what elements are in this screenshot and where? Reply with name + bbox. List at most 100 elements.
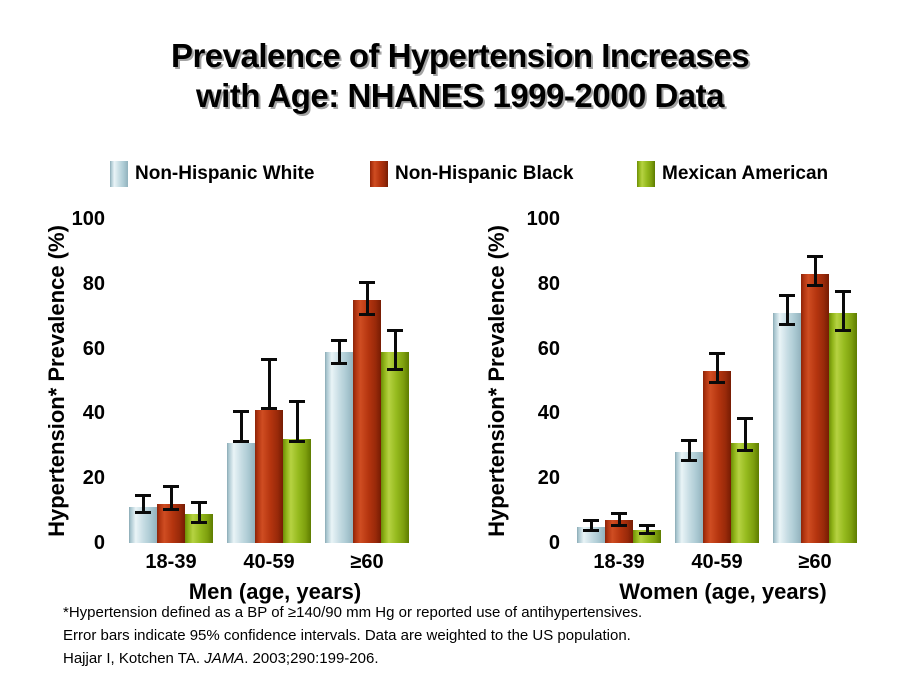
error-bar-cap-top [737,416,753,420]
bar [227,442,255,543]
error-bar-line [842,290,845,333]
x-tick-label: 40-59 [691,551,743,573]
error-bar-cap-bottom [639,531,655,535]
error-bar-cap-bottom [611,523,627,527]
error-bar-line [240,410,243,443]
footnote-citation: Hajjar I, Kotchen TA. JAMA. 2003;290:199… [63,650,379,667]
error-bar-cap-bottom [233,439,249,443]
error-bar-line [142,494,145,514]
bar [353,300,381,543]
error-bar-line [646,523,649,535]
error-bar-line [296,400,299,443]
error-bar-line [688,439,691,462]
legend-item-non-hispanic-black: Non-Hispanic Black [370,160,573,188]
error-bar-cap-top [135,494,151,498]
error-bar-cap-bottom [807,284,823,288]
bar [675,452,703,543]
error-bar-cap-bottom [331,361,347,365]
error-bar-line [744,416,747,453]
slide-title: Prevalence of Hypertension Increases wit… [0,36,920,116]
slide-title-line2: with Age: NHANES 1999-2000 Data [196,77,724,114]
error-bar-cap-bottom [709,381,725,385]
error-bar-cap-bottom [163,507,179,511]
x-tick-label: 18-39 [145,551,197,573]
error-bar-line [618,512,621,527]
error-bar-cap-bottom [737,449,753,453]
y-tick-label: 20 [82,467,105,490]
bar [829,312,857,543]
bar [325,351,353,543]
error-bar-line [170,484,173,511]
error-bar-cap-top [681,439,697,443]
error-bar-cap-top [163,484,179,488]
slide-title-line1: Prevalence of Hypertension Increases [170,37,750,74]
error-bar-cap-bottom [191,520,207,524]
error-bar-line [590,518,593,532]
error-bar-cap-top [779,293,795,297]
error-bar-cap-top [807,254,823,258]
y-tick-label: 40 [537,402,560,425]
error-bar-cap-bottom [135,510,151,514]
error-bar-cap-bottom [835,329,851,333]
error-bar-cap-bottom [779,322,795,326]
legend-label: Mexican American [662,163,829,184]
x-tick-label: ≥60 [798,551,832,573]
y-tick-label: 80 [537,272,560,295]
error-bar-cap-top [387,329,403,333]
bar-group-≥60 [773,219,857,543]
error-bar-line [716,351,719,385]
y-tick-label: 60 [537,337,560,360]
bar [255,410,283,543]
legend-color-swatch-icon [110,161,128,187]
y-tick-label: 20 [537,467,560,490]
legend-item-non-hispanic-white: Non-Hispanic White [110,160,314,188]
legend-label: Non-Hispanic White [135,163,315,184]
error-bar-cap-top [191,500,207,504]
bar-group-≥60 [325,219,409,543]
x-tick-label: 40-59 [243,551,295,573]
legend-color-swatch-icon [637,161,655,187]
error-bar-cap-top [639,523,655,527]
y-tick-label: 80 [82,272,105,295]
y-tick-label: 100 [526,208,560,230]
error-bar-cap-bottom [261,407,277,411]
error-bar-cap-bottom [359,313,375,317]
error-bar-cap-top [289,400,305,404]
legend-color-swatch-icon [370,161,388,187]
error-bar-cap-top [261,358,277,362]
error-bar-cap-top [331,338,347,342]
bar-group-40-59 [675,219,759,543]
bar [731,442,759,543]
footnote-error-bars: Error bars indicate 95% confidence inter… [63,627,631,644]
x-tick-label: ≥60 [350,551,384,573]
bar [773,312,801,543]
y-tick-label: 100 [71,208,105,230]
bar [381,351,409,543]
error-bar-cap-bottom [289,439,305,443]
y-tick-label: 0 [93,532,105,554]
bar-group-40-59 [227,219,311,543]
error-bar-cap-bottom [681,459,697,462]
error-bar-line [366,280,369,317]
error-bar-line [198,500,201,524]
error-bar-line [338,338,341,365]
error-bar-cap-top [359,280,375,284]
bar [801,274,829,543]
x-axis-title: Men (age, years) [188,579,362,604]
error-bar-line [268,358,271,411]
error-bar-line [786,293,789,326]
footnotes: *Hypertension defined as a BP of ≥140/90… [63,601,642,670]
y-tick-label: 40 [82,402,105,425]
y-axis-title: Hypertension* Prevalence (%) [484,225,509,537]
bar [283,439,311,543]
error-bar-cap-top [233,410,249,414]
error-bar-cap-top [611,512,627,516]
legend-item-mexican-american: Mexican American [637,160,828,188]
error-bar-cap-top [709,351,725,355]
bar-group-18-39 [577,219,661,543]
error-bar-cap-top [835,290,851,294]
y-tick-label: 60 [82,337,105,360]
footnote-definition: *Hypertension defined as a BP of ≥140/90… [63,604,643,621]
chart-men: Hypertension* Prevalence (%) Men (age, y… [40,195,480,635]
